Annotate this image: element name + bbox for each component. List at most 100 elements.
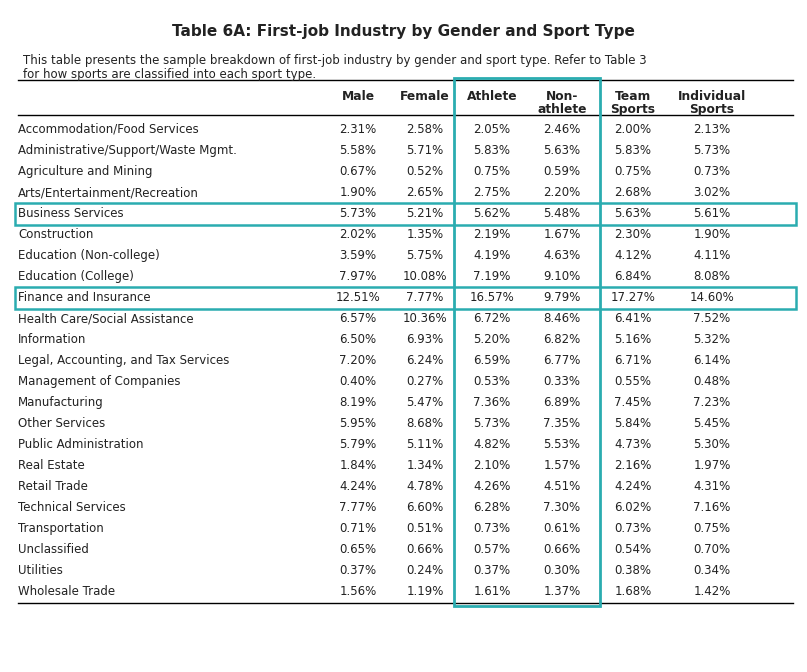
Text: 4.51%: 4.51% <box>543 480 580 493</box>
Text: 0.65%: 0.65% <box>340 543 377 556</box>
Text: 7.30%: 7.30% <box>543 501 580 514</box>
Text: 1.90%: 1.90% <box>693 228 730 241</box>
Text: 4.63%: 4.63% <box>543 249 580 262</box>
Text: 6.77%: 6.77% <box>543 354 581 367</box>
Text: Unclassified: Unclassified <box>18 543 89 556</box>
Text: Management of Companies: Management of Companies <box>18 375 181 388</box>
Text: 5.79%: 5.79% <box>340 438 377 451</box>
Text: 5.30%: 5.30% <box>693 438 730 451</box>
Text: Male: Male <box>341 90 374 103</box>
Text: 4.73%: 4.73% <box>614 438 651 451</box>
Text: 4.12%: 4.12% <box>614 249 652 262</box>
Text: 0.75%: 0.75% <box>614 165 651 178</box>
Text: 4.26%: 4.26% <box>474 480 511 493</box>
Text: Business Services: Business Services <box>18 207 123 220</box>
Text: 7.19%: 7.19% <box>474 270 511 283</box>
Text: 0.34%: 0.34% <box>693 564 730 577</box>
Text: 2.20%: 2.20% <box>543 186 580 199</box>
Text: 6.24%: 6.24% <box>406 354 444 367</box>
Text: 5.45%: 5.45% <box>693 417 730 430</box>
Text: 5.73%: 5.73% <box>340 207 377 220</box>
Text: 7.77%: 7.77% <box>406 291 444 304</box>
Text: 0.51%: 0.51% <box>407 522 444 535</box>
Text: Administrative/Support/Waste Mgmt.: Administrative/Support/Waste Mgmt. <box>18 144 237 157</box>
Text: 6.71%: 6.71% <box>614 354 652 367</box>
Text: 2.46%: 2.46% <box>543 123 581 136</box>
Text: Sports: Sports <box>689 103 734 116</box>
Text: 0.27%: 0.27% <box>407 375 444 388</box>
Text: 4.24%: 4.24% <box>339 480 377 493</box>
Text: Transportation: Transportation <box>18 522 104 535</box>
Text: 4.31%: 4.31% <box>693 480 730 493</box>
Text: 6.02%: 6.02% <box>614 501 651 514</box>
Text: Other Services: Other Services <box>18 417 105 430</box>
Text: 5.11%: 5.11% <box>407 438 444 451</box>
Text: Sports: Sports <box>611 103 655 116</box>
Text: 1.37%: 1.37% <box>543 585 580 598</box>
Text: 0.71%: 0.71% <box>340 522 377 535</box>
Text: 2.05%: 2.05% <box>474 123 511 136</box>
Text: Legal, Accounting, and Tax Services: Legal, Accounting, and Tax Services <box>18 354 229 367</box>
Text: 0.75%: 0.75% <box>474 165 511 178</box>
Text: 6.84%: 6.84% <box>614 270 651 283</box>
Text: 0.70%: 0.70% <box>693 543 730 556</box>
Text: Manufacturing: Manufacturing <box>18 396 104 409</box>
Text: 4.24%: 4.24% <box>614 480 652 493</box>
Text: 5.62%: 5.62% <box>474 207 511 220</box>
Text: Team: Team <box>615 90 651 103</box>
Text: 2.31%: 2.31% <box>340 123 377 136</box>
Text: 8.19%: 8.19% <box>340 396 377 409</box>
Text: 5.63%: 5.63% <box>543 144 580 157</box>
Text: 0.73%: 0.73% <box>474 522 511 535</box>
Text: 3.02%: 3.02% <box>693 186 730 199</box>
Text: 5.16%: 5.16% <box>614 333 651 346</box>
Text: Education (College): Education (College) <box>18 270 134 283</box>
Text: 0.59%: 0.59% <box>543 165 580 178</box>
Text: Female: Female <box>400 90 449 103</box>
Text: 6.82%: 6.82% <box>543 333 580 346</box>
Text: 0.40%: 0.40% <box>340 375 377 388</box>
Text: 2.75%: 2.75% <box>474 186 511 199</box>
Text: 4.82%: 4.82% <box>474 438 511 451</box>
Text: Athlete: Athlete <box>466 90 517 103</box>
Text: Agriculture and Mining: Agriculture and Mining <box>18 165 153 178</box>
Text: 1.90%: 1.90% <box>340 186 377 199</box>
Text: 6.60%: 6.60% <box>407 501 444 514</box>
Text: 0.67%: 0.67% <box>340 165 377 178</box>
Text: 0.66%: 0.66% <box>543 543 580 556</box>
Text: 2.68%: 2.68% <box>614 186 651 199</box>
Text: 0.37%: 0.37% <box>474 564 511 577</box>
Text: 7.16%: 7.16% <box>693 501 730 514</box>
Text: 9.10%: 9.10% <box>543 270 580 283</box>
Text: Wholesale Trade: Wholesale Trade <box>18 585 115 598</box>
Text: Utilities: Utilities <box>18 564 63 577</box>
Text: 0.52%: 0.52% <box>407 165 444 178</box>
Text: 6.57%: 6.57% <box>340 312 377 325</box>
Text: Non-: Non- <box>546 90 578 103</box>
Text: 0.57%: 0.57% <box>474 543 511 556</box>
Text: Accommodation/Food Services: Accommodation/Food Services <box>18 123 199 136</box>
Text: 0.66%: 0.66% <box>407 543 444 556</box>
Text: 1.68%: 1.68% <box>614 585 651 598</box>
Text: 5.84%: 5.84% <box>614 417 651 430</box>
Text: 10.36%: 10.36% <box>403 312 447 325</box>
Text: 5.63%: 5.63% <box>614 207 651 220</box>
Text: 8.08%: 8.08% <box>693 270 730 283</box>
Text: 1.84%: 1.84% <box>340 459 377 472</box>
Text: athlete: athlete <box>537 103 587 116</box>
Text: Real Estate: Real Estate <box>18 459 85 472</box>
Text: 4.78%: 4.78% <box>407 480 444 493</box>
Text: 6.93%: 6.93% <box>407 333 444 346</box>
Text: 2.19%: 2.19% <box>474 228 511 241</box>
Text: 4.19%: 4.19% <box>474 249 511 262</box>
Text: Technical Services: Technical Services <box>18 501 126 514</box>
Text: 0.30%: 0.30% <box>543 564 580 577</box>
Text: 0.55%: 0.55% <box>614 375 651 388</box>
Text: 6.50%: 6.50% <box>340 333 377 346</box>
Text: 1.97%: 1.97% <box>693 459 730 472</box>
Text: 6.89%: 6.89% <box>543 396 580 409</box>
Text: 5.83%: 5.83% <box>474 144 511 157</box>
Text: 5.73%: 5.73% <box>474 417 511 430</box>
Bar <box>454 78 600 606</box>
Text: 5.48%: 5.48% <box>543 207 580 220</box>
